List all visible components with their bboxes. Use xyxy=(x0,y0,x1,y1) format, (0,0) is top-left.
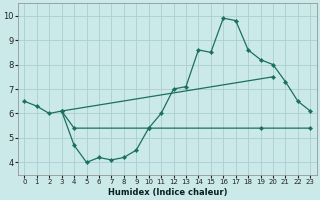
X-axis label: Humidex (Indice chaleur): Humidex (Indice chaleur) xyxy=(108,188,227,197)
